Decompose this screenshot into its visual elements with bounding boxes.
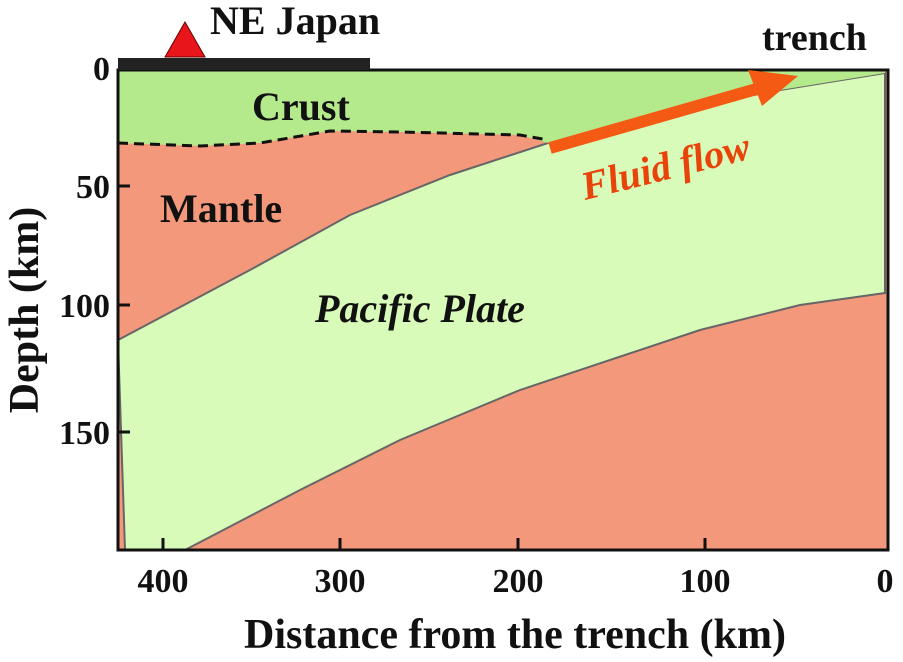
y-tick-label: 0 <box>93 51 110 88</box>
x-axis-label: Distance from the trench (km) <box>244 612 786 658</box>
x-tick-label: 200 <box>493 563 544 600</box>
label: Mantle <box>160 186 282 231</box>
x-tick-label: 300 <box>315 563 366 600</box>
fluid-arrow-shaft <box>548 82 762 154</box>
label: NE Japan <box>210 0 380 43</box>
plot-frame <box>116 68 890 552</box>
x-tick-label: 100 <box>680 563 731 600</box>
crust-area <box>118 70 885 146</box>
fluid-arrow-head <box>748 70 798 106</box>
x-tick-label: 0 <box>877 563 894 600</box>
land-bar <box>118 58 370 70</box>
pacific-plate-area <box>116 71 886 551</box>
label: trench <box>762 17 867 59</box>
ticks <box>118 184 707 550</box>
volcano-marker <box>164 20 206 58</box>
y-tick-label: 150 <box>59 415 110 452</box>
x-tick-label: 400 <box>138 563 189 600</box>
moho-line <box>117 129 549 148</box>
y-tick-label: 100 <box>59 288 110 325</box>
y-tick-label: 50 <box>76 169 110 206</box>
label: Pacific Plate <box>314 286 525 331</box>
label: Crust <box>252 84 350 129</box>
y-axis-label: Depth (km) <box>2 207 48 414</box>
